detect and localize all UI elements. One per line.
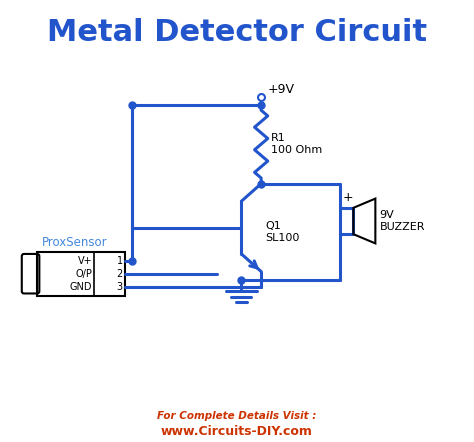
Text: 1: 1: [117, 255, 123, 266]
Text: For Complete Details Visit :: For Complete Details Visit :: [157, 412, 317, 422]
Text: 2: 2: [117, 269, 123, 279]
Text: Metal Detector Circuit: Metal Detector Circuit: [47, 18, 427, 47]
Text: GND: GND: [70, 282, 92, 292]
Text: 9V
BUZZER: 9V BUZZER: [380, 210, 425, 232]
Text: V+: V+: [77, 255, 92, 266]
Text: ProxSensor: ProxSensor: [42, 236, 107, 249]
Text: Q1
SL100: Q1 SL100: [265, 221, 300, 243]
Text: R1
100 Ohm: R1 100 Ohm: [271, 133, 322, 155]
Text: 3: 3: [117, 282, 123, 292]
Text: +9V: +9V: [268, 83, 295, 96]
Text: +: +: [342, 191, 353, 204]
Text: O/P: O/P: [75, 269, 92, 279]
Text: www.Circuits-DIY.com: www.Circuits-DIY.com: [161, 425, 313, 438]
